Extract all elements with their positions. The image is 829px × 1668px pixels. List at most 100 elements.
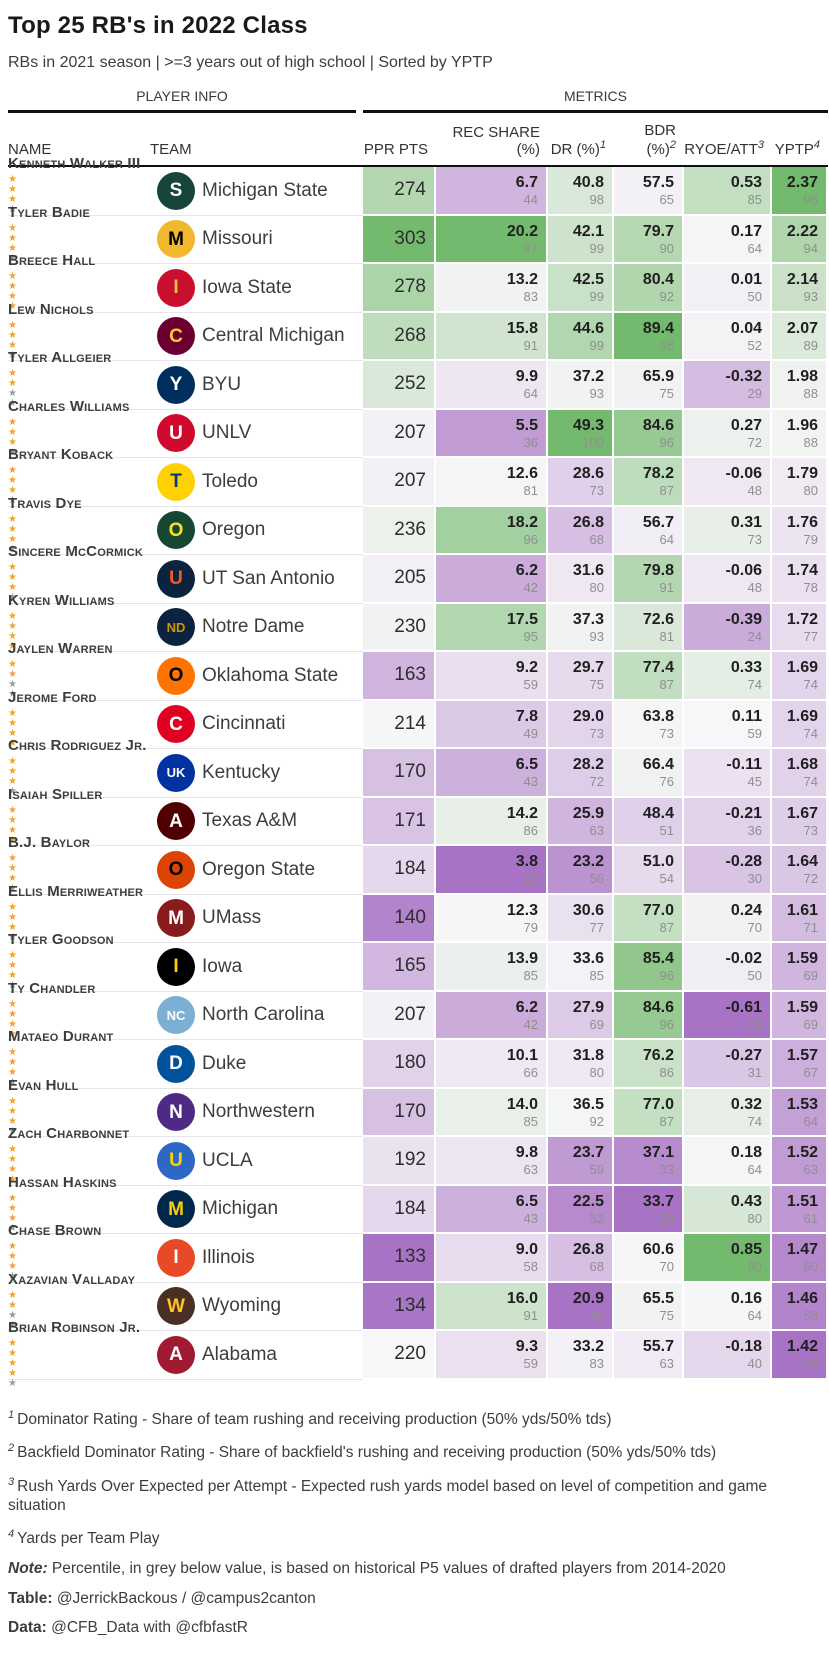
player-name-cell: Bryant Koback★★★★★ — [8, 447, 150, 516]
star-icon: ★ — [8, 921, 19, 933]
metric-percentile: 74 — [803, 774, 818, 790]
star-icon: ★ — [8, 242, 19, 254]
yptp-cell: 1.68 74 — [772, 749, 828, 798]
team-logo-cell: C — [150, 700, 202, 749]
team-logo-cell: NC — [150, 991, 202, 1040]
player-name-cell: Breece Hall★★★★★ — [8, 253, 150, 322]
metric-value: 1.96 — [786, 416, 818, 434]
star-icon: ★ — [8, 610, 19, 622]
metric-percentile: 74 — [803, 725, 818, 741]
team-name: Cincinnati — [202, 700, 363, 749]
star-icon: ★ — [8, 1212, 19, 1224]
metric-percentile: 83 — [523, 289, 538, 305]
team-logo: U — [157, 559, 195, 598]
metric-percentile: 76 — [659, 774, 674, 790]
metric-value: 1.47 — [786, 1241, 818, 1259]
rec-share-cell: 9.9 64 — [436, 361, 548, 410]
star-icon: ★ — [8, 970, 19, 982]
star-icon: ★ — [8, 931, 19, 943]
ppr-pts-cell: 303 — [363, 215, 436, 264]
ppr-pts-cell: 163 — [363, 652, 436, 701]
team-logo: C — [157, 317, 195, 356]
bdr-cell: 55.7 63 — [614, 1331, 684, 1380]
metric-value: 65.9 — [642, 368, 674, 386]
yptp-cell: 2.22 94 — [772, 215, 828, 264]
yptp-cell: 1.98 88 — [772, 361, 828, 410]
star-icon: ★ — [8, 301, 19, 313]
metric-percentile: 91 — [523, 337, 538, 353]
metric-percentile: 67 — [803, 1065, 818, 1081]
metric-value: -0.18 — [725, 1338, 762, 1356]
yptp-cell: 1.69 74 — [772, 700, 828, 749]
dr-cell: 33.6 85 — [548, 943, 614, 992]
metric-value: 0.43 — [730, 1192, 762, 1210]
star-icon: ★ — [8, 446, 19, 458]
player-name-cell: Evan Hull★★★★★ — [8, 1078, 150, 1146]
ryoe-att-cell: 0.11 59 — [684, 700, 772, 749]
rec-share-cell: 9.0 58 — [436, 1234, 548, 1283]
team-name: Alabama — [202, 1331, 363, 1380]
star-icon: ★ — [8, 998, 19, 1010]
player-name: Jerome Ford — [8, 688, 97, 706]
ppr-pts-cell: 205 — [363, 555, 436, 604]
metric-percentile: 75 — [589, 677, 604, 693]
metric-percentile: 70 — [747, 919, 762, 935]
metric-percentile: 65 — [659, 192, 674, 208]
rec-share-cell: 13.2 83 — [436, 264, 548, 313]
dr-cell: 31.8 80 — [548, 1040, 614, 1089]
ppr-pts-cell: 252 — [363, 361, 436, 410]
ryoe-att-cell: 0.01 50 — [684, 264, 772, 313]
metric-percentile: 68 — [589, 1259, 604, 1275]
star-icon: ★ — [8, 950, 19, 962]
dr-cell: 36.5 92 — [548, 1088, 614, 1137]
column-header-rec-share: REC SHARE (%) — [452, 124, 540, 158]
ryoe-att-cell: -0.61 15 — [684, 991, 772, 1040]
metric-value: 77.4 — [642, 659, 674, 677]
team-logo: S — [157, 171, 195, 210]
star-icon: ★ — [8, 659, 19, 671]
metric-value: 23.7 — [572, 1144, 604, 1162]
yptp-cell: 2.37 96 — [772, 167, 828, 216]
metric-percentile: 64 — [747, 1307, 762, 1323]
ryoe-att-cell: -0.02 50 — [684, 943, 772, 992]
metric-percentile: 71 — [803, 919, 818, 935]
team-logo-cell: A — [150, 797, 202, 846]
metric-value: 79.7 — [642, 222, 674, 240]
metric-value: 6.5 — [515, 756, 538, 774]
metric-value: 9.8 — [515, 1144, 538, 1162]
player-name-cell: Sincere McCormick★★★★★ — [8, 544, 150, 613]
metric-value: 80.4 — [642, 271, 674, 289]
ryoe-att-cell: -0.27 31 — [684, 1040, 772, 1089]
player-name: Breece Hall — [8, 252, 96, 270]
player-name-cell: B.J. Baylor★★★★★ — [8, 835, 150, 904]
star-icon: ★ — [8, 485, 19, 497]
star-icon: ★ — [8, 960, 19, 972]
metric-value: 84.6 — [642, 998, 674, 1016]
column-header-row: NAME TEAM PPR PTS REC SHARE (%) DR (%)1 … — [8, 113, 828, 167]
spanner-row: PLAYER INFO METRICS — [8, 88, 828, 113]
metric-value: 0.16 — [730, 1289, 762, 1307]
star-icon: ★ — [8, 416, 19, 428]
star-icon: ★ — [8, 1261, 19, 1273]
star-icon: ★ — [8, 232, 19, 244]
ppr-pts-cell: 207 — [363, 991, 436, 1040]
rec-share-cell: 6.7 44 — [436, 167, 548, 216]
metric-percentile: 64 — [659, 531, 674, 547]
rec-share-cell: 14.0 85 — [436, 1088, 548, 1137]
metric-value: 2.07 — [786, 319, 818, 337]
star-icon: ★ — [8, 980, 19, 992]
metric-percentile: 77 — [589, 919, 604, 935]
dr-cell: 31.6 80 — [548, 555, 614, 604]
bdr-cell: 63.8 73 — [614, 700, 684, 749]
star-icon: ★ — [8, 426, 19, 438]
team-logo: O — [157, 850, 195, 889]
metric-value: 76.2 — [642, 1047, 674, 1065]
team-logo: W — [157, 1287, 195, 1326]
team-name: Michigan — [202, 1185, 363, 1234]
metric-percentile: 60 — [803, 1259, 818, 1275]
rec-share-cell: 9.8 63 — [436, 1137, 548, 1186]
star-icon: ★ — [8, 252, 19, 264]
star-icon: ★ — [8, 630, 19, 642]
metric-value: 13.2 — [506, 271, 538, 289]
star-icon: ★ — [8, 592, 19, 604]
